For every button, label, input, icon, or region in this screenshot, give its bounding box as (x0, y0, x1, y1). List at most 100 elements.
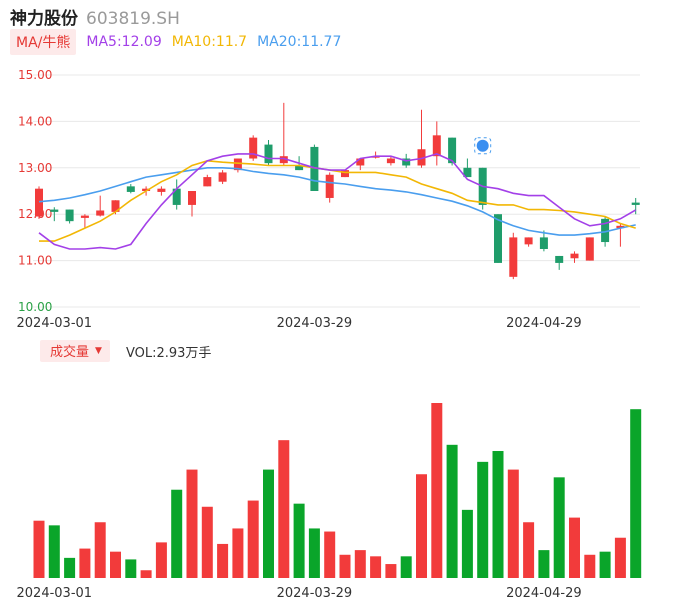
volume-bar (416, 474, 427, 578)
volume-bar (125, 559, 137, 578)
ma20-line (38, 167, 636, 236)
volume-bar (186, 469, 198, 578)
volume-bar (110, 551, 121, 578)
candle-body (96, 210, 105, 216)
volume-bar (385, 564, 397, 578)
y-tick-label: 15.00 (18, 68, 52, 82)
candle-body (233, 158, 242, 171)
volume-bar (217, 543, 229, 578)
ma10-line (39, 159, 636, 242)
volume-bar (599, 551, 611, 578)
candle-body (524, 237, 533, 245)
y-tick-label: 10.00 (18, 300, 52, 314)
candle-body (111, 200, 120, 212)
candle-body (172, 188, 181, 205)
candle-body (35, 188, 43, 217)
volume-bar (553, 477, 565, 578)
volume-bar (232, 528, 244, 578)
volume-bar (492, 451, 504, 578)
candle-body (356, 158, 365, 166)
volume-bar (33, 520, 45, 578)
volume-bar (324, 531, 336, 578)
candle-body (80, 215, 89, 218)
candle-body (539, 237, 548, 249)
volume-bar (569, 517, 580, 578)
volume-bar (263, 469, 274, 578)
volume-bar (431, 403, 443, 578)
candle-body (126, 186, 135, 192)
candlestick-chart[interactable]: 15.0014.0013.0012.0011.0010.002024-03-01… (0, 0, 686, 330)
volume-bar (614, 537, 626, 578)
volume-bar (308, 528, 320, 578)
volume-value: VOL:2.93万手 (125, 345, 212, 361)
event-marker-frame (474, 137, 492, 155)
y-tick-label: 11.00 (18, 254, 52, 268)
stock-header: 神力股份 603819.SH (10, 4, 180, 29)
volume-bar (400, 556, 412, 578)
volume-bar (538, 550, 550, 578)
x-tick-label: 2024-03-01 (17, 316, 93, 330)
candle-body (463, 167, 472, 178)
volume-bar (201, 506, 213, 578)
x-tick-label: 2024-03-29 (277, 316, 353, 330)
candle-body (616, 225, 625, 229)
candle-body (570, 253, 579, 259)
ma20-label: MA20:11.77 (257, 34, 342, 50)
event-marker-icon (476, 139, 489, 152)
volume-tag-label: 成交量 (50, 345, 90, 360)
candle-body (341, 170, 349, 178)
stock-code: 603819.SH (86, 9, 180, 29)
x-tick-label: 2024-04-29 (506, 316, 582, 330)
candle-body (50, 209, 59, 212)
volume-bar (477, 461, 489, 578)
candle-body (142, 188, 151, 191)
volume-indicator-button[interactable]: 成交量 ▼ (40, 340, 110, 362)
candle-body (295, 165, 304, 171)
candle-body (386, 158, 395, 164)
volume-bar (278, 440, 290, 578)
volume-bar (79, 548, 91, 578)
candle-body (631, 202, 640, 205)
candle-body (601, 218, 610, 243)
volume-bar (584, 554, 596, 578)
candle-body (448, 137, 457, 164)
candle-body (264, 144, 273, 164)
volume-x-tick-label: 2024-03-29 (277, 586, 353, 601)
candle-body (188, 191, 196, 205)
caret-down-icon: ▼ (95, 345, 102, 356)
candle-body (555, 255, 564, 263)
candle-body (585, 237, 594, 261)
candle-body (494, 214, 502, 263)
candle-body (249, 137, 258, 159)
volume-x-tick-label: 2024-03-01 (17, 586, 93, 601)
volume-legend: 成交量 ▼ VOL:2.93万手 (40, 340, 212, 362)
candle-body (325, 174, 334, 198)
volume-bar (171, 489, 183, 578)
volume-bar (293, 503, 305, 578)
volume-bar (155, 542, 167, 578)
candle-body (65, 209, 74, 222)
volume-bar (370, 556, 382, 578)
volume-bar (140, 570, 152, 578)
candle-body (279, 156, 288, 164)
volume-bar (354, 550, 366, 578)
candle-body (509, 237, 518, 277)
candle-body (402, 158, 411, 166)
volume-bar (461, 509, 473, 578)
y-tick-label: 13.00 (18, 161, 52, 175)
candle-body (310, 146, 319, 191)
candle-body (157, 188, 166, 192)
ma5-line (38, 153, 637, 250)
volume-bar (48, 525, 60, 578)
indicator-selector-button[interactable]: MA/牛熊 (10, 29, 77, 55)
ma-legend: MA/牛熊 MA5:12.09 MA10:11.7 MA20:11.77 (10, 29, 341, 55)
y-tick-label: 14.00 (18, 114, 52, 128)
stock-name: 神力股份 (10, 9, 78, 29)
volume-bar (507, 469, 519, 578)
candle-body (417, 149, 426, 166)
candle-body (203, 177, 212, 187)
volume-bar (339, 554, 351, 578)
candle-body (218, 172, 227, 182)
volume-x-tick-label: 2024-04-29 (506, 586, 582, 601)
volume-bar (523, 522, 535, 578)
